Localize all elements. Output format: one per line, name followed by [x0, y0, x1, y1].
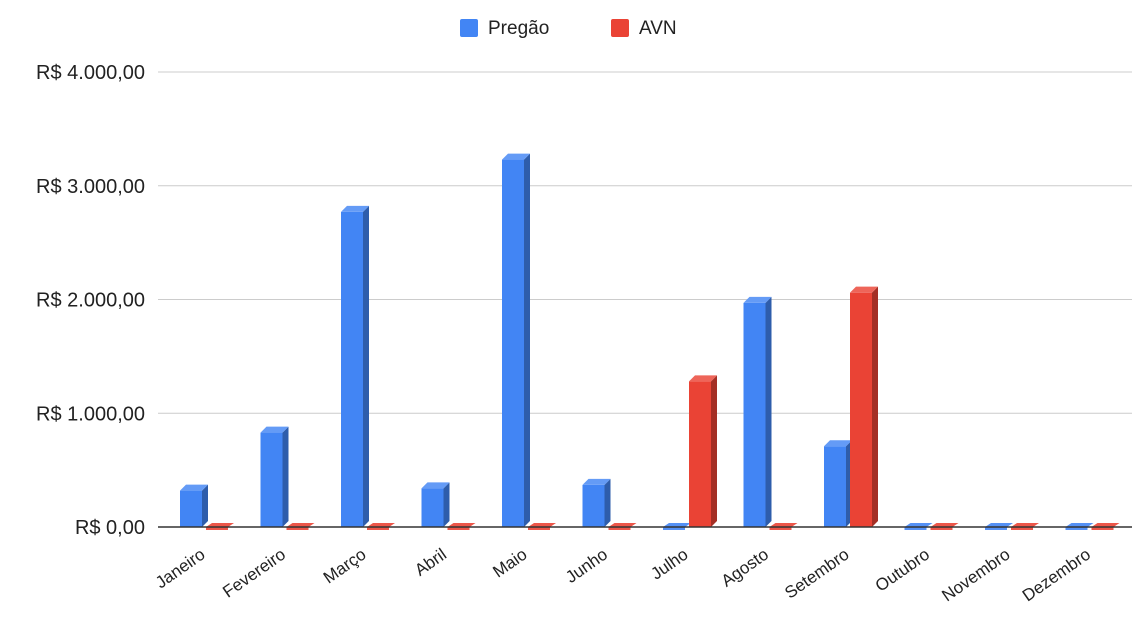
bar-pregão-junho — [582, 478, 611, 527]
bar-avn-dezembro — [1091, 523, 1120, 530]
legend-item-avn: AVN — [611, 18, 677, 39]
y-tick-label: R$ 3.000,00 — [36, 176, 145, 198]
legend-swatch — [611, 19, 629, 37]
x-tick-label: Março — [320, 545, 370, 588]
x-tick-label: Janeiro — [152, 545, 209, 593]
y-tick-label: R$ 0,00 — [75, 517, 145, 539]
x-tick-label: Maio — [489, 545, 530, 582]
y-axis: R$ 0,00 R$ 1.000,00 R$ 2.000,00 R$ 3.000,00… — [36, 62, 145, 539]
x-tick-label: Junho — [562, 545, 611, 587]
bar-pregão-março — [341, 205, 369, 527]
bar-pregão-setembro — [824, 440, 852, 527]
x-tick-label: Julho — [647, 545, 691, 584]
bar-pregão-abril — [421, 482, 450, 527]
bar-avn-maio — [528, 523, 556, 530]
bar-pregão-agosto — [743, 296, 772, 527]
bar-avn-junho — [608, 523, 637, 530]
bar-avn-fevereiro — [286, 523, 315, 530]
x-axis: Janeiro Fevereiro Março Abril Maio Junho Julho… — [152, 526, 1132, 606]
bar-avn-setembro — [850, 286, 878, 527]
bar-pregão-maio — [502, 153, 530, 527]
bar-avn-novembro — [1011, 523, 1039, 530]
bar-avn-abril — [447, 523, 476, 530]
x-tick-label: Dezembro — [1019, 545, 1094, 606]
x-tick-label: Outubro — [872, 545, 933, 596]
bar-pregão-julho — [663, 523, 691, 530]
bar-pregão-outubro — [904, 523, 933, 530]
bar-avn-julho — [689, 375, 717, 527]
bars — [180, 153, 1120, 530]
x-tick-label: Agosto — [718, 545, 772, 591]
x-tick-label: Fevereiro — [219, 545, 289, 602]
bar-pregão-janeiro — [180, 484, 208, 527]
bar-pregão-fevereiro — [260, 426, 289, 527]
bar-pregão-novembro — [985, 523, 1013, 530]
legend-item-pregão: Pregão — [460, 18, 549, 39]
bar-pregão-dezembro — [1065, 523, 1094, 530]
bar-avn-março — [367, 523, 395, 530]
y-tick-label: R$ 1.000,00 — [36, 403, 145, 425]
legend-label: Pregão — [488, 18, 549, 39]
x-tick-label: Abril — [411, 545, 450, 580]
legend-label: AVN — [639, 18, 677, 39]
bar-avn-janeiro — [206, 523, 234, 530]
legend-swatch — [460, 19, 478, 37]
x-tick-label: Novembro — [938, 545, 1013, 606]
bar-avn-agosto — [769, 523, 798, 530]
legend: Pregão AVN — [460, 18, 677, 39]
y-tick-label: R$ 4.000,00 — [36, 62, 145, 84]
x-tick-label: Setembro — [781, 545, 852, 603]
y-tick-label: R$ 2.000,00 — [36, 290, 145, 312]
gridlines — [158, 71, 1132, 414]
bar-avn-outubro — [930, 523, 959, 530]
